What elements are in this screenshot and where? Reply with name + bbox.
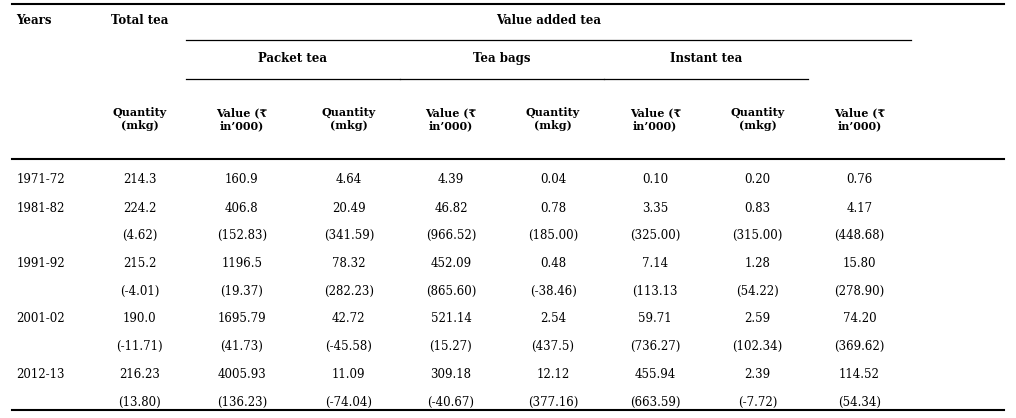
Text: 1.28: 1.28 (745, 257, 770, 270)
Text: (13.80): (13.80) (118, 395, 161, 409)
Text: 406.8: 406.8 (225, 201, 258, 215)
Text: 521.14: 521.14 (431, 312, 471, 326)
Text: (315.00): (315.00) (733, 229, 782, 242)
Text: (19.37): (19.37) (220, 285, 263, 298)
Text: Instant tea: Instant tea (671, 52, 743, 65)
Text: Quantity
(mkg): Quantity (mkg) (113, 107, 167, 131)
Text: Quantity
(mkg): Quantity (mkg) (526, 107, 580, 131)
Text: 309.18: 309.18 (431, 368, 471, 382)
Text: Quantity
(mkg): Quantity (mkg) (731, 107, 784, 131)
Text: (-4.01): (-4.01) (120, 285, 160, 298)
Text: (437.5): (437.5) (531, 340, 575, 354)
Text: (448.68): (448.68) (834, 229, 885, 242)
Text: 455.94: 455.94 (635, 368, 676, 382)
Text: 216.23: 216.23 (119, 368, 161, 382)
Text: 2001-02: 2001-02 (16, 312, 65, 326)
Text: 2.54: 2.54 (541, 312, 566, 326)
Text: (-11.71): (-11.71) (116, 340, 163, 354)
Text: (736.27): (736.27) (630, 340, 681, 354)
Text: 224.2: 224.2 (123, 201, 156, 215)
Text: 160.9: 160.9 (225, 173, 258, 186)
Text: 42.72: 42.72 (332, 312, 366, 326)
Text: 215.2: 215.2 (123, 257, 156, 270)
Text: 452.09: 452.09 (431, 257, 471, 270)
Text: 46.82: 46.82 (434, 201, 467, 215)
Text: (41.73): (41.73) (220, 340, 263, 354)
Text: 0.83: 0.83 (745, 201, 770, 215)
Text: 0.20: 0.20 (745, 173, 770, 186)
Text: Value (₹
in’000): Value (₹ in’000) (630, 107, 681, 131)
Text: (-7.72): (-7.72) (738, 395, 777, 409)
Text: 15.80: 15.80 (843, 257, 876, 270)
Text: (-40.67): (-40.67) (428, 395, 474, 409)
Text: 4.17: 4.17 (846, 201, 873, 215)
Text: (54.34): (54.34) (838, 395, 881, 409)
Text: 114.52: 114.52 (839, 368, 880, 382)
Text: (282.23): (282.23) (324, 285, 374, 298)
Text: 4.64: 4.64 (335, 173, 362, 186)
Text: (113.13: (113.13 (633, 285, 678, 298)
Text: (-74.04): (-74.04) (325, 395, 372, 409)
Text: 1695.79: 1695.79 (217, 312, 266, 326)
Text: (54.22): (54.22) (736, 285, 779, 298)
Text: (278.90): (278.90) (834, 285, 885, 298)
Text: 7.14: 7.14 (642, 257, 669, 270)
Text: 2012-13: 2012-13 (16, 368, 65, 382)
Text: 74.20: 74.20 (842, 312, 877, 326)
Text: (325.00): (325.00) (630, 229, 681, 242)
Text: 1991-92: 1991-92 (16, 257, 65, 270)
Text: Value (₹
in’000): Value (₹ in’000) (834, 107, 885, 131)
Text: (865.60): (865.60) (426, 285, 477, 298)
Text: 1981-82: 1981-82 (16, 201, 65, 215)
Text: (369.62): (369.62) (834, 340, 885, 354)
Text: 4.39: 4.39 (438, 173, 464, 186)
Text: Total tea: Total tea (111, 14, 169, 28)
Text: (663.59): (663.59) (630, 395, 681, 409)
Text: (377.16): (377.16) (528, 395, 578, 409)
Text: (15.27): (15.27) (430, 340, 472, 354)
Text: Packet tea: Packet tea (258, 52, 327, 65)
Text: (-38.46): (-38.46) (529, 285, 576, 298)
Text: Value (₹
in’000): Value (₹ in’000) (426, 107, 477, 131)
Text: 11.09: 11.09 (332, 368, 366, 382)
Text: (152.83): (152.83) (216, 229, 267, 242)
Text: Value (₹
in’000): Value (₹ in’000) (216, 107, 267, 131)
Text: 214.3: 214.3 (123, 173, 156, 186)
Text: 190.0: 190.0 (123, 312, 156, 326)
Text: Quantity
(mkg): Quantity (mkg) (322, 107, 376, 131)
Text: 59.71: 59.71 (638, 312, 672, 326)
Text: (102.34): (102.34) (733, 340, 782, 354)
Text: 0.78: 0.78 (541, 201, 566, 215)
Text: 0.76: 0.76 (846, 173, 873, 186)
Text: 1196.5: 1196.5 (221, 257, 262, 270)
Text: 4005.93: 4005.93 (217, 368, 266, 382)
Text: (185.00): (185.00) (528, 229, 578, 242)
Text: 0.10: 0.10 (642, 173, 669, 186)
Text: 12.12: 12.12 (536, 368, 570, 382)
Text: 0.48: 0.48 (541, 257, 566, 270)
Text: 2.59: 2.59 (745, 312, 770, 326)
Text: (966.52): (966.52) (426, 229, 477, 242)
Text: 78.32: 78.32 (332, 257, 366, 270)
Text: (4.62): (4.62) (122, 229, 157, 242)
Text: 2.39: 2.39 (745, 368, 770, 382)
Text: (341.59): (341.59) (324, 229, 374, 242)
Text: 20.49: 20.49 (332, 201, 366, 215)
Text: 0.04: 0.04 (539, 173, 566, 186)
Text: 3.35: 3.35 (642, 201, 669, 215)
Text: (136.23): (136.23) (216, 395, 267, 409)
Text: Tea bags: Tea bags (473, 52, 530, 65)
Text: 1971-72: 1971-72 (16, 173, 65, 186)
Text: (-45.58): (-45.58) (325, 340, 372, 354)
Text: Value added tea: Value added tea (496, 14, 600, 28)
Text: Years: Years (16, 14, 52, 28)
